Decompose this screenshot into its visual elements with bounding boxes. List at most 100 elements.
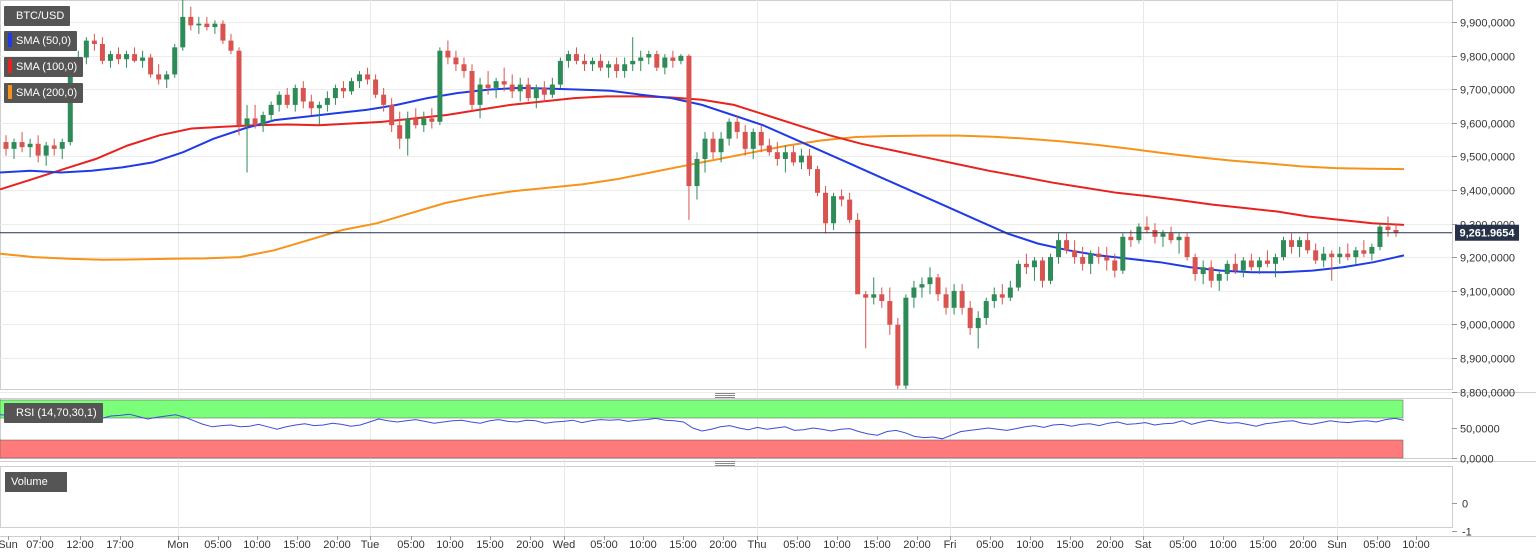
candle-body [686,55,692,187]
candle [148,54,154,78]
candle-body [1112,260,1118,271]
candle-body [268,104,274,116]
candle [887,287,893,335]
candle-body [590,60,596,65]
sma-50-line [0,86,1405,274]
candle-body [292,87,298,105]
candle-body [1128,236,1134,241]
legend-sma-200[interactable]: SMA (200,0) [4,83,84,103]
sma-200-path [0,134,1405,261]
candle-body [260,115,266,126]
candle-body [847,199,853,220]
candle-body [27,143,33,148]
candle-body [501,81,507,85]
candle [1104,246,1110,271]
candle [1208,260,1214,288]
candle-body [871,294,877,298]
candle-body [172,47,178,75]
x-tick-label: 15:00 [476,539,504,551]
candle [1281,236,1287,261]
candle [1385,216,1391,237]
x-tick-label: Wed [553,539,575,551]
candle-body [132,54,138,61]
sma-100-line [0,95,1405,226]
candle [557,57,563,88]
pane-splitter-bottom[interactable] [715,461,735,466]
candle-body [758,131,764,146]
candle [1345,243,1351,261]
instrument-tag[interactable]: BTC/USD [4,6,71,26]
candle-body [766,145,772,153]
candle [638,50,644,72]
legend-sma-100[interactable]: SMA (100,0) [4,57,84,77]
candle [477,77,483,119]
candle [1305,233,1311,254]
candle [959,284,965,315]
x-tick-label: 05:00 [397,539,425,551]
candle-body [1056,240,1062,258]
candle-body [3,142,9,149]
candle [734,115,740,139]
candle [967,301,973,335]
candle-body [485,84,491,88]
candle [389,98,395,132]
candle-body [1345,253,1351,258]
candle-body [630,60,636,65]
candle [951,284,957,315]
candle-body [903,297,909,386]
candle-body [951,290,957,308]
candle [590,57,596,72]
candle-body [1023,263,1029,268]
y-tick-label: 9,200,0000 [1460,253,1515,265]
candle [1112,253,1118,278]
instrument-label: BTC/USD [16,10,65,22]
x-tick-label: 20:00 [1289,539,1317,551]
candle [726,118,732,146]
candle-body [1096,253,1102,258]
candle-body [83,40,89,58]
x-tick-label: 20:00 [1096,539,1124,551]
legend-sma-50[interactable]: SMA (50,0) [4,31,78,51]
volume-y-tick-label: -1 [1462,527,1472,539]
rsi-tag[interactable]: RSI (14,70,30,1) [4,403,103,423]
candle-body [405,118,411,139]
candle-body [413,118,419,126]
x-tick-label: 20:00 [709,539,737,551]
pane-frame [0,0,1453,390]
candle [365,67,371,85]
candle-body [887,301,893,325]
candle-body [67,64,73,143]
candle [260,111,266,132]
legend-sma-100-label: SMA (100,0) [16,61,78,73]
candle [694,152,700,200]
candle-body [734,121,740,132]
candle-body [549,84,555,95]
x-tick-label: 10:00 [436,539,464,551]
candle-body [702,138,708,159]
pane-splitter-top[interactable] [715,393,735,398]
x-tick-label: Sun [1327,539,1347,551]
candle-body [557,60,563,85]
candle [533,84,539,109]
candle [903,294,909,389]
candle [710,131,716,159]
candle [172,43,178,78]
candle-body [541,87,547,95]
candle-body [742,131,748,149]
candle-body [308,101,314,109]
candle [541,81,547,102]
candle-body [180,16,186,48]
candle-body [863,294,869,298]
candle [766,138,772,156]
candle-body [806,155,812,170]
candle [823,186,829,234]
candle [1329,250,1335,281]
volume-tag[interactable]: Volume [5,472,67,492]
candle [188,6,194,31]
candle [27,138,33,158]
candle [1248,253,1254,271]
candle [1056,233,1062,264]
candle-body [718,138,724,153]
candle [220,20,226,44]
